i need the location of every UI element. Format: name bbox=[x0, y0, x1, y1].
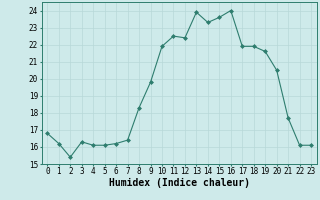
X-axis label: Humidex (Indice chaleur): Humidex (Indice chaleur) bbox=[109, 178, 250, 188]
